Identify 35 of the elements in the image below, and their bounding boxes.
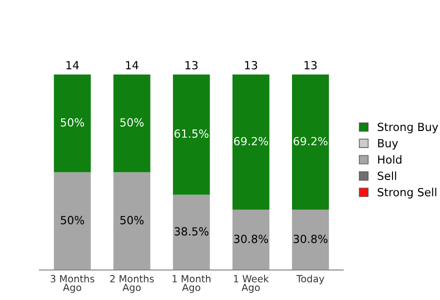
data-label: 38.5%: [174, 227, 208, 236]
data-label: 69.2%: [294, 136, 328, 146]
legend-label: Hold: [378, 155, 402, 164]
text: 13: [245, 60, 258, 70]
text: 13: [186, 60, 198, 70]
data-label: 69.2%: [234, 136, 268, 146]
legend-label: Buy: [378, 139, 398, 150]
data-label: 50%: [120, 216, 144, 224]
bar: [54, 172, 91, 270]
data-label: 30.8%: [294, 234, 328, 244]
data-label: 30.8%: [234, 234, 268, 244]
x-tick-label: 1 Week Ago: [234, 274, 269, 293]
legend-label: Strong Sell: [378, 188, 436, 198]
x-tick-label: Today: [296, 274, 324, 284]
bar: [232, 74, 270, 210]
bar: [292, 74, 329, 210]
text: 14: [66, 61, 79, 70]
bar: [232, 210, 270, 270]
data-label: 50%: [60, 118, 84, 127]
legend-label: Sell: [378, 171, 396, 180]
x-tick-label: 3 Months Ago: [50, 274, 94, 293]
legend-label: Strong Buy: [378, 122, 438, 134]
bar: [113, 74, 150, 172]
bar: [172, 74, 210, 195]
x-tick-label: 1 Month Ago: [172, 274, 210, 293]
bar: [113, 172, 150, 270]
data-label: 61.5%: [174, 129, 208, 138]
x-tick-label: 2 Months Ago: [110, 274, 154, 293]
bar: [292, 210, 329, 270]
bar: [54, 74, 91, 172]
bar: [172, 194, 210, 270]
data-label: 50%: [60, 216, 84, 224]
data-label: 50%: [120, 118, 144, 127]
text: 14: [126, 61, 138, 70]
text: 13: [304, 60, 317, 70]
